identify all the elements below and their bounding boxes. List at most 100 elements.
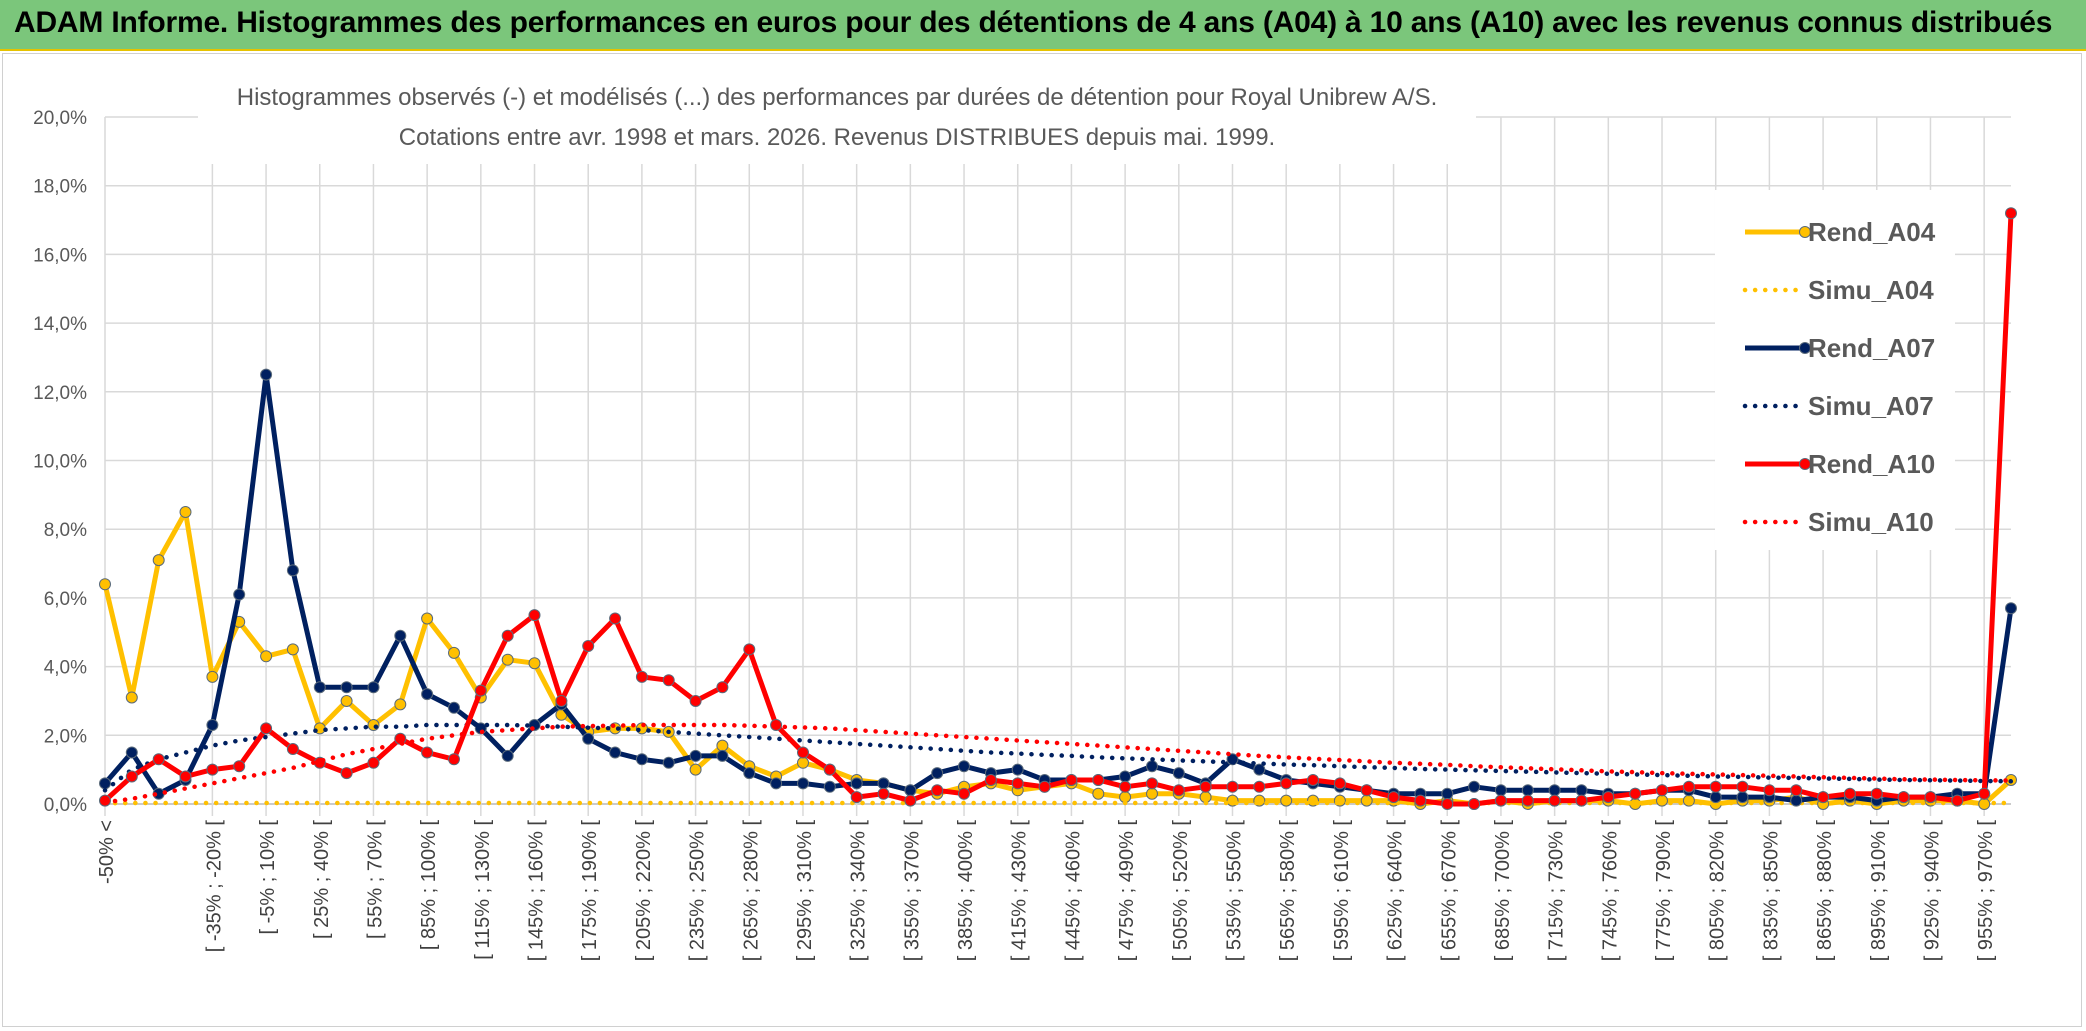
x-tick-label: [ 205% ; 220% [ (633, 820, 655, 962)
y-tick-label: 0,0% (44, 795, 87, 816)
data-point (1387, 791, 1400, 804)
series-Rend_A10 (99, 207, 2017, 810)
data-point (125, 691, 138, 704)
data-point (1065, 774, 1078, 786)
y-tick-label: 6,0% (44, 589, 87, 610)
data-point (501, 749, 514, 762)
x-tick-label: [ 475% ; 490% [ (1116, 820, 1138, 962)
data-point (1199, 780, 1212, 793)
x-tick-label: [ 535% ; 550% [ (1223, 820, 1245, 962)
x-tick-label: [ 655% ; 670% [ (1438, 820, 1460, 962)
x-tick-label: [ 865% ; 880% [ (1814, 820, 1836, 962)
data-point (1307, 774, 1319, 786)
data-point (1119, 780, 1132, 793)
data-point (421, 688, 434, 701)
data-point (689, 763, 702, 776)
data-point (99, 578, 111, 591)
data-point (797, 746, 809, 759)
legend-item: Rend_A07 (1745, 333, 1935, 363)
data-point (1468, 798, 1481, 810)
x-tick-label: [ 895% ; 910% [ (1868, 820, 1890, 962)
data-point (1709, 780, 1722, 793)
legend-label: Rend_A04 (1808, 217, 1936, 247)
data-point (609, 612, 622, 625)
data-point (233, 760, 246, 773)
x-tick-label: [ 265% ; 280% [ (740, 820, 762, 962)
data-point (635, 670, 648, 683)
x-tick-label: [ -5% ; 10% [ (257, 820, 279, 935)
data-point (662, 674, 675, 687)
data-point (233, 588, 246, 601)
data-point (689, 695, 702, 707)
data-point (1736, 791, 1749, 804)
x-tick-label: [ 55% ; 70% [ (364, 820, 386, 939)
data-point (206, 719, 219, 731)
data-point (421, 612, 434, 625)
x-tick-label: [ 85% ; 100% [ (418, 820, 440, 951)
data-point (931, 767, 944, 780)
data-point (1494, 794, 1507, 807)
data-point (1817, 791, 1830, 804)
data-point (823, 763, 836, 776)
data-point (206, 670, 219, 683)
data-point (1038, 780, 1051, 793)
series-Simu_A10 (102, 722, 2014, 805)
data-point (2005, 602, 2017, 615)
data-point (1441, 787, 1454, 800)
x-tick-label: [ 25% ; 40% [ (311, 820, 333, 939)
data-point (125, 746, 138, 759)
y-tick-label: 4,0% (44, 658, 87, 679)
data-point (152, 554, 165, 567)
data-point (1360, 784, 1373, 797)
x-tick-label: [ 415% ; 430% [ (1009, 820, 1031, 962)
legend-label: Simu_A04 (1808, 275, 1934, 305)
data-point (984, 774, 997, 786)
data-point (260, 650, 273, 663)
y-tick-label: 10,0% (33, 452, 87, 473)
data-point (904, 794, 917, 807)
data-point (904, 784, 917, 797)
data-point (1172, 784, 1185, 797)
data-point (823, 780, 836, 793)
y-tick-label: 8,0% (44, 520, 87, 541)
legend-item: Simu_A07 (1742, 391, 1934, 421)
x-tick-label: [ 115% ; 130% [ (472, 820, 494, 960)
legend-label: Simu_A10 (1808, 507, 1934, 537)
legend-item: Rend_A10 (1745, 449, 1935, 479)
title-background (198, 76, 1476, 164)
data-point (958, 760, 970, 773)
x-tick-label: [ 775% ; 790% [ (1653, 820, 1675, 962)
x-tick-label: [ 835% ; 850% [ (1760, 820, 1782, 962)
data-point (1736, 780, 1749, 793)
data-point (770, 777, 783, 790)
data-point (1253, 763, 1266, 776)
data-point (1146, 777, 1158, 790)
x-tick-label: [ 325% ; 340% [ (848, 820, 870, 962)
data-point (1870, 787, 1883, 800)
data-point (179, 770, 192, 783)
data-point (1629, 787, 1642, 800)
data-point (797, 756, 809, 769)
data-point (474, 684, 487, 697)
y-axis-ticks: 0,0% 2,0% 4,0% 6,0% 8,0% 10,0% 12,0% 14,0% 16,0%… (33, 108, 87, 816)
data-point (1253, 780, 1266, 793)
data-point (1897, 791, 1910, 804)
data-point (501, 653, 514, 666)
data-point (1951, 794, 1964, 807)
x-tick-label: [ 505% ; 520% [ (1170, 820, 1192, 962)
chart-frame (2, 53, 2082, 1027)
data-point (313, 681, 326, 694)
data-point (340, 767, 353, 780)
data-point (286, 643, 299, 656)
x-tick-label: [ 625% ; 640% [ (1385, 820, 1407, 962)
data-point (1763, 784, 1776, 797)
legend-label: Simu_A07 (1808, 391, 1934, 421)
data-point (1790, 784, 1803, 797)
legend-item: Simu_A04 (1742, 275, 1934, 305)
data-point (850, 791, 863, 804)
chart-title: Histogrammes observés (-) et modélisés (… (237, 84, 1438, 111)
legend-label: Rend_A07 (1808, 333, 1935, 363)
data-point (716, 739, 729, 752)
y-tick-label: 18,0% (33, 177, 87, 198)
